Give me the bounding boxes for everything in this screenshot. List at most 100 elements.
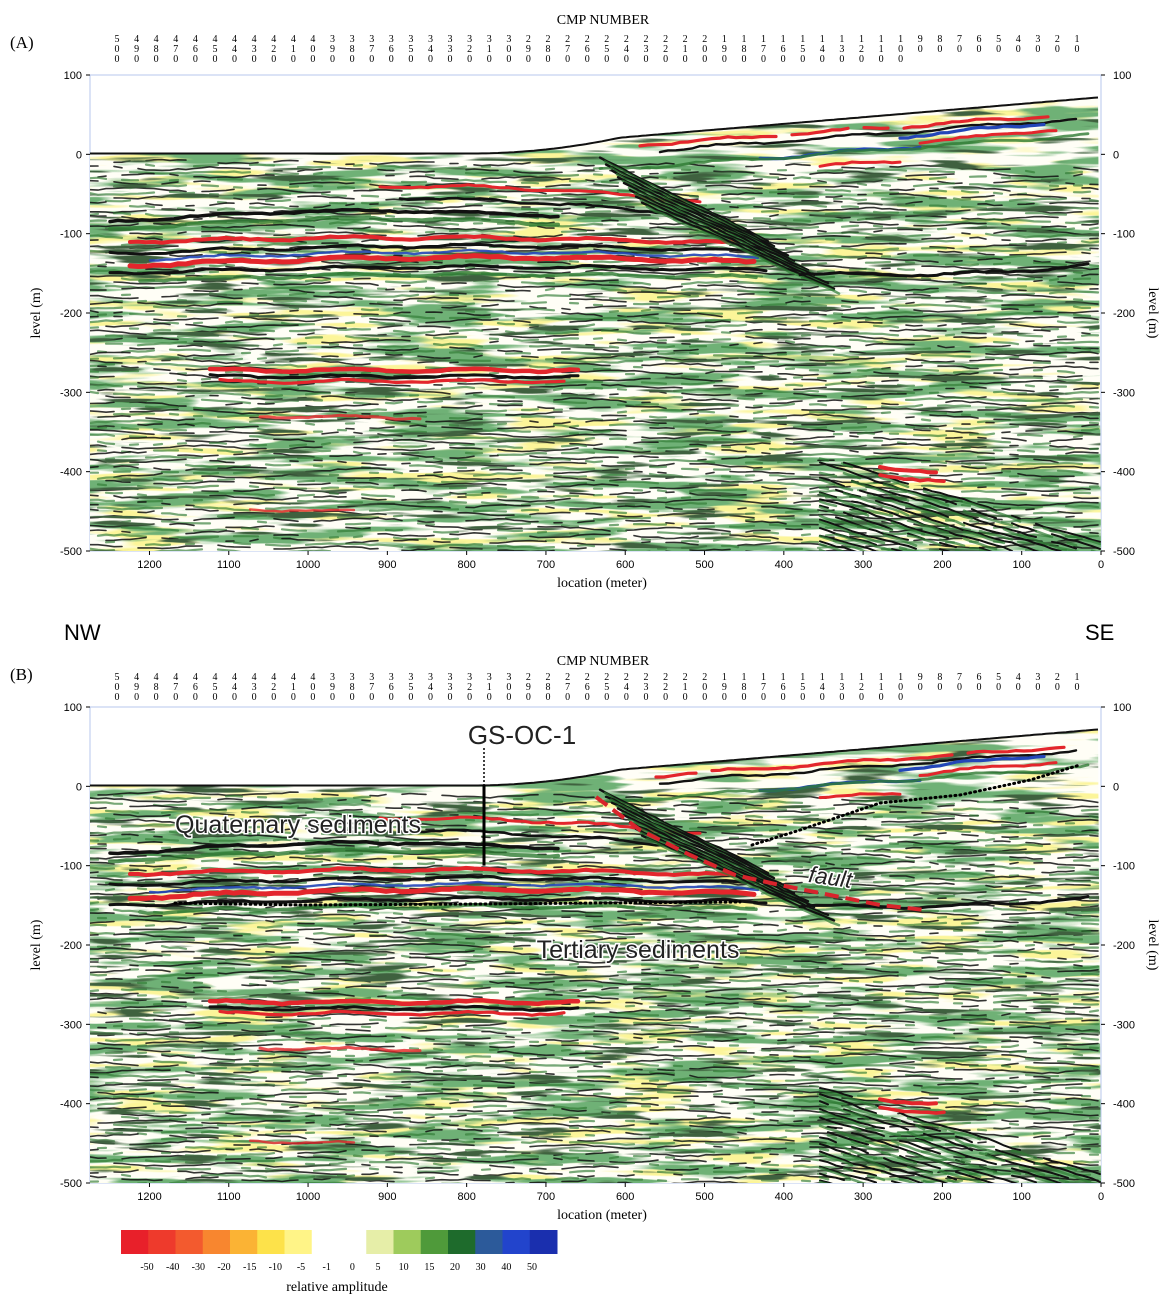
y-tick-label-left: 0 — [76, 781, 82, 793]
cmp-axis: CMP NUMBER 5 0 0 4 9 0 4 8 0 4 7 0 4 6 0 4 5 0 4 4 0 4 3 0 4 2 0 4 1 0… — [115, 13, 1080, 65]
y-axis-title-right: level (m) — [1145, 288, 1160, 339]
x-tick-label: 500 — [695, 1191, 713, 1203]
direction-nw: NW — [64, 620, 101, 645]
y-tick-label-right: -500 — [1113, 546, 1135, 558]
colorbar-swatch — [202, 1230, 231, 1254]
panel-letter: (A) — [10, 33, 34, 52]
y-tick-label-right: 0 — [1113, 781, 1119, 793]
x-tick-label: 700 — [537, 1191, 555, 1203]
colorbar-swatch — [284, 1230, 313, 1254]
x-tick-label: 0 — [1098, 1191, 1104, 1203]
y-tick-label-left: -400 — [60, 467, 82, 479]
x-tick-label: 600 — [616, 1191, 634, 1203]
x-tick-label: 400 — [775, 559, 793, 571]
colorbar-swatch — [393, 1230, 422, 1254]
colorbar-tick: -5 — [297, 1262, 305, 1273]
colorbar-tick: 50 — [527, 1262, 537, 1273]
seismic-panel-a: 100 1000 0-100 -100-200 -200-300 -300-400 -400… — [10, 13, 1160, 591]
colorbar-swatch — [366, 1230, 394, 1254]
colorbar-swatch — [311, 1230, 340, 1254]
y-tick-label-left: -100 — [60, 229, 82, 241]
colorbar-tick: -50 — [140, 1262, 153, 1273]
x-tick-label: 100 — [1013, 1191, 1031, 1203]
x-tick-label: 800 — [457, 1191, 475, 1203]
x-axis-title: location (meter) — [557, 576, 647, 591]
x-tick-label: 1000 — [296, 559, 320, 571]
y-tick-label-left: -400 — [60, 1099, 82, 1111]
y-axis-title-left: level (m) — [29, 919, 44, 970]
colorbar-swatch — [420, 1230, 449, 1254]
colorbar-tick: 15 — [424, 1262, 434, 1273]
y-axis: 100 100 0 0 -100 -100 -200 -200 -300 -300 -400 -400… — [29, 70, 1160, 558]
x-tick-label: 600 — [616, 559, 634, 571]
y-tick-label-right: -300 — [1113, 387, 1135, 399]
y-tick-label-left: -300 — [60, 1019, 82, 1031]
y-tick-label-left: 100 — [64, 70, 82, 82]
quaternary-label: Quaternary sediments — [175, 811, 421, 839]
colorbar-tick: -10 — [269, 1262, 282, 1273]
cmp-title: CMP NUMBER — [557, 654, 650, 669]
x-tick-label: 500 — [695, 559, 713, 571]
colorbar-tick: 20 — [450, 1262, 460, 1273]
y-tick-label-right: -200 — [1113, 940, 1135, 952]
x-tick-label: 1100 — [217, 1191, 241, 1203]
y-tick-label-right: 0 — [1113, 149, 1119, 161]
y-tick-label-left: -200 — [60, 308, 82, 320]
x-tick-label: 0 — [1098, 559, 1104, 571]
x-tick-label: 700 — [537, 559, 555, 571]
x-tick-label: 200 — [933, 1191, 951, 1203]
colorbar-swatch — [175, 1230, 204, 1254]
y-tick-label-right: -500 — [1113, 1178, 1135, 1190]
colorbar-swatch — [257, 1230, 285, 1254]
quaternary-base-dotted-line — [173, 900, 742, 907]
y-tick-label-left: -200 — [60, 940, 82, 952]
colorbar-tick: 0 — [350, 1262, 355, 1273]
x-axis: 1200 1100 1000 900 800 700 600 500 400 300 200 100 0… — [137, 551, 1104, 591]
colorbar-tick: -20 — [217, 1262, 230, 1273]
colorbar-swatch — [148, 1230, 176, 1254]
x-axis: 1200 1100 1000 900 800 700 600 500 400 300 200 100 0… — [137, 1183, 1104, 1223]
